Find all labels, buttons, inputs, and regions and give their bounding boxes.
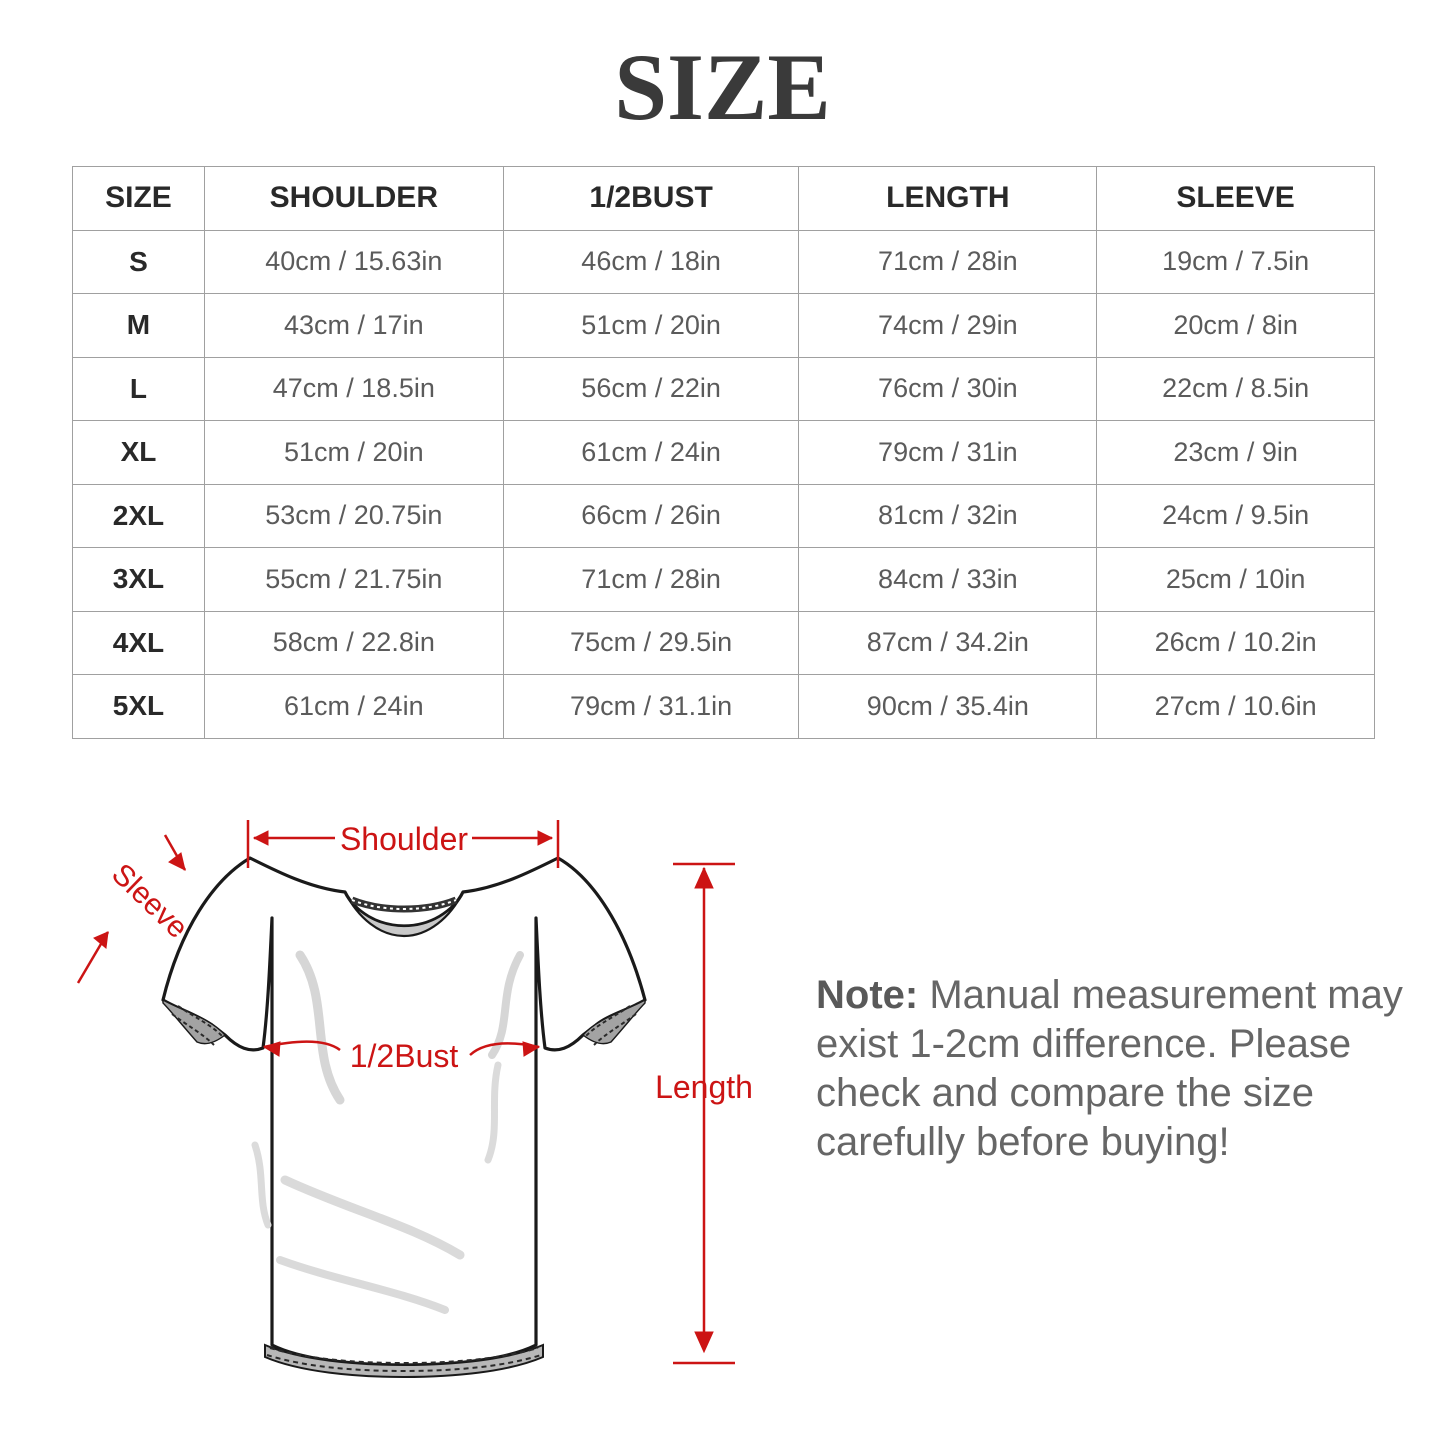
- svg-text:exist 1-2cm difference. Please: exist 1-2cm difference. Please: [816, 1022, 1351, 1066]
- svg-text:1/2Bust: 1/2Bust: [350, 1038, 459, 1074]
- svg-text:Shoulder: Shoulder: [340, 821, 468, 857]
- svg-text:carefully before buying!: carefully before buying!: [816, 1120, 1230, 1164]
- svg-text:check and compare the size: check and compare the size: [816, 1071, 1314, 1115]
- svg-text:Sleeve: Sleeve: [105, 857, 194, 944]
- svg-text:Length: Length: [655, 1069, 753, 1105]
- svg-text:Note: Manual measurement may: Note: Manual measurement may: [816, 973, 1403, 1017]
